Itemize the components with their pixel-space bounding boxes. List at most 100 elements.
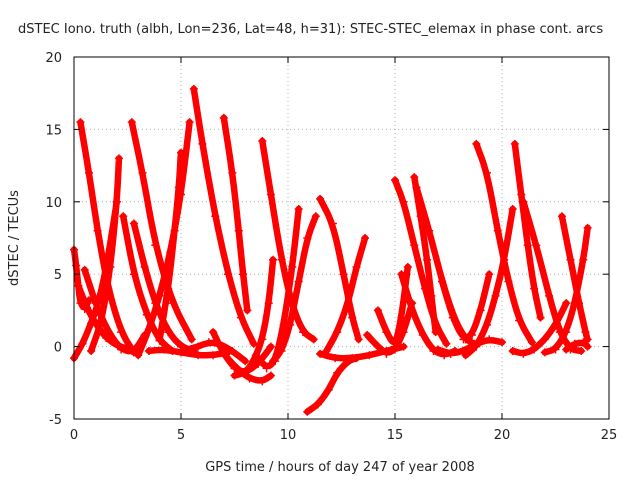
data-point xyxy=(249,357,258,366)
data-point xyxy=(382,328,391,337)
y-tick-label: -5 xyxy=(49,413,62,428)
data-point xyxy=(343,299,352,308)
data-point xyxy=(472,139,481,148)
data-point xyxy=(78,339,87,348)
data-point xyxy=(144,346,153,355)
data-point xyxy=(328,219,337,228)
data-point xyxy=(333,368,342,377)
y-tick-label: 15 xyxy=(45,123,62,138)
data-point xyxy=(303,234,312,242)
data-point xyxy=(410,241,419,250)
data-point xyxy=(243,306,252,315)
data-point xyxy=(517,190,526,199)
data-point xyxy=(266,342,275,351)
data-point xyxy=(468,331,477,340)
data-point xyxy=(562,299,571,308)
data-point xyxy=(581,328,590,337)
data-point xyxy=(119,212,128,221)
data-point xyxy=(269,255,278,264)
data-point xyxy=(532,241,541,250)
series-trace xyxy=(134,118,193,359)
data-point xyxy=(562,328,571,337)
data-point xyxy=(331,354,340,363)
data-point xyxy=(183,345,192,354)
data-point xyxy=(579,338,588,347)
data-point xyxy=(540,348,549,357)
data-point xyxy=(151,241,160,250)
data-point xyxy=(500,255,509,264)
data-point xyxy=(399,342,408,351)
x-tick-label: 25 xyxy=(601,428,618,443)
data-point xyxy=(269,357,278,366)
data-point xyxy=(117,345,126,354)
data-point xyxy=(493,226,502,235)
data-point xyxy=(262,364,271,373)
x-tick-label: 5 xyxy=(177,428,185,443)
data-point xyxy=(266,371,275,380)
data-point xyxy=(324,386,333,395)
data-point xyxy=(322,346,331,355)
data-point xyxy=(198,139,207,148)
data-point xyxy=(138,168,147,177)
data-point xyxy=(264,299,273,308)
data-point xyxy=(112,197,121,206)
data-point xyxy=(536,313,545,322)
series-trace xyxy=(391,176,450,347)
data-point xyxy=(129,270,138,279)
data-point xyxy=(155,335,164,344)
data-point xyxy=(562,345,571,354)
data-point xyxy=(114,154,123,163)
data-point xyxy=(93,226,102,235)
data-point xyxy=(391,342,399,351)
series-trace xyxy=(77,118,138,356)
data-point xyxy=(168,299,177,308)
data-point xyxy=(117,328,126,337)
data-point xyxy=(523,241,532,250)
data-point xyxy=(566,255,575,264)
data-point xyxy=(189,84,198,93)
data-point xyxy=(74,281,83,290)
data-point xyxy=(91,299,100,308)
data-point xyxy=(365,351,374,360)
data-point xyxy=(187,335,196,344)
data-point xyxy=(219,349,228,358)
data-point xyxy=(540,335,549,344)
data-point xyxy=(498,338,506,347)
data-point xyxy=(127,118,136,127)
data-point xyxy=(510,139,519,148)
data-point xyxy=(508,205,517,214)
series-trace xyxy=(438,270,493,341)
series-trace xyxy=(541,224,591,356)
data-point xyxy=(431,328,440,337)
data-point xyxy=(557,212,566,221)
plot-frame xyxy=(73,56,610,420)
data-point xyxy=(448,313,457,322)
data-point xyxy=(286,320,295,329)
data-point xyxy=(438,277,447,286)
data-traces xyxy=(70,84,592,416)
data-point xyxy=(348,354,357,363)
data-point xyxy=(87,346,96,355)
data-point xyxy=(219,113,228,122)
data-point xyxy=(170,226,179,235)
y-tick-label: 20 xyxy=(45,51,62,66)
data-point xyxy=(177,348,185,357)
data-point xyxy=(82,303,91,312)
data-point xyxy=(333,328,342,337)
x-tick-labels: 0 5 10 15 20 25 xyxy=(70,428,617,443)
data-point xyxy=(348,313,357,322)
data-point xyxy=(476,306,485,315)
data-point xyxy=(298,328,307,337)
data-point xyxy=(515,316,524,325)
chart-title: dSTEC Iono. truth (albh, Lon=236, Lat=48… xyxy=(18,22,603,37)
data-point xyxy=(230,371,239,380)
data-point xyxy=(545,291,554,300)
data-point xyxy=(459,335,468,344)
data-point xyxy=(76,118,85,127)
data-point xyxy=(164,284,173,293)
data-point xyxy=(530,345,539,354)
series-trace xyxy=(434,336,506,357)
series-trace xyxy=(252,205,302,370)
data-point xyxy=(508,346,517,355)
data-point xyxy=(382,349,391,358)
